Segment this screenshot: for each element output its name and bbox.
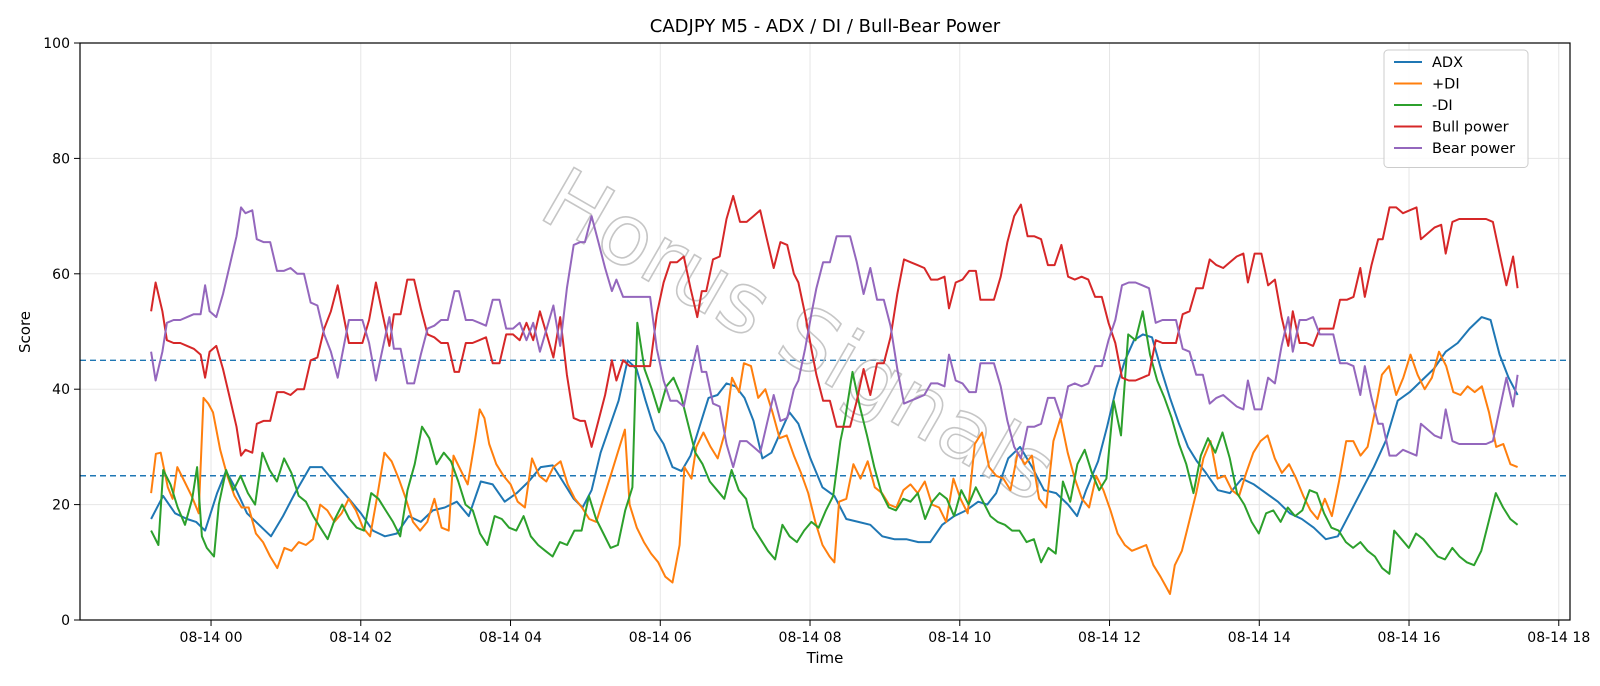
- reference-lines: [80, 359, 1570, 477]
- x-tick-label: 08-14 02: [329, 630, 392, 646]
- y-tick-label: 20: [52, 498, 70, 514]
- x-tick-label: 08-14 18: [1527, 630, 1590, 646]
- x-tick-label: 08-14 16: [1378, 630, 1441, 646]
- y-axis: 0 20 40 60 80 100: [43, 36, 80, 629]
- y-axis-label: Score: [16, 311, 34, 353]
- legend-label: +DI: [1432, 77, 1460, 93]
- x-tick-label: 08-14 08: [779, 630, 842, 646]
- x-axis-label: Time: [806, 649, 844, 667]
- plot-frame: [79, 42, 1571, 621]
- x-tick-label: 08-14 10: [928, 630, 991, 646]
- legend-label: Bull power: [1432, 120, 1509, 136]
- legend: ADX +DI -DI Bull power Bear power: [1383, 49, 1529, 168]
- series-line--di: [150, 310, 1519, 575]
- y-tick-label: 60: [52, 267, 70, 283]
- y-tick-label: 80: [52, 151, 70, 167]
- legend-label: -DI: [1432, 98, 1453, 114]
- series-line-bear-power: [150, 206, 1519, 469]
- legend-label: ADX: [1432, 55, 1463, 71]
- chart-title: CADJPY M5 - ADX / DI / Bull-Bear Power: [650, 16, 1001, 37]
- legend-box: [1383, 49, 1529, 168]
- y-tick-label: 100: [43, 36, 70, 52]
- x-tick-label: 08-14 00: [180, 630, 243, 646]
- x-tick-label: 08-14 12: [1078, 630, 1141, 646]
- series-line--di: [150, 350, 1518, 595]
- x-tick-label: 08-14 06: [629, 630, 692, 646]
- x-tick-label: 08-14 14: [1228, 630, 1291, 646]
- series-line-bull-power: [150, 194, 1519, 457]
- x-axis: 08-14 00 08-14 02 08-14 04 08-14 06 08-14 08…: [180, 620, 1590, 646]
- legend-label: Bear power: [1432, 141, 1515, 157]
- series-line-adx: [150, 316, 1519, 544]
- x-tick-label: 08-14 04: [479, 630, 542, 646]
- y-tick-label: 0: [61, 613, 70, 629]
- y-tick-label: 40: [52, 382, 70, 398]
- series-layer: [150, 194, 1519, 595]
